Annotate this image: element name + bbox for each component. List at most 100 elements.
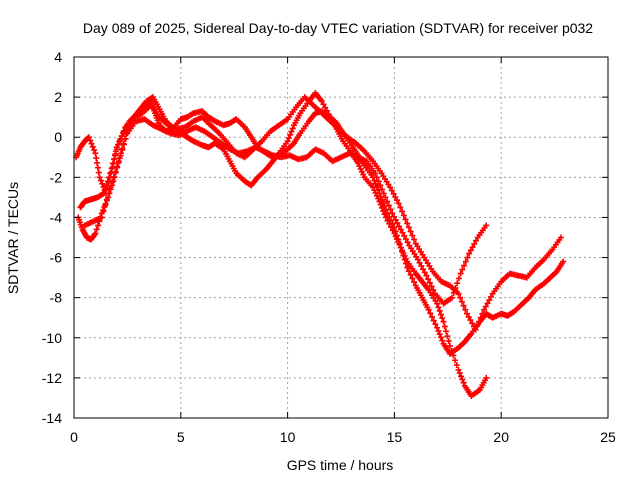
data-point: [92, 150, 99, 157]
data-point: [459, 266, 466, 273]
data-point: [114, 163, 121, 170]
data-point: [441, 323, 448, 330]
data-point: [381, 211, 388, 218]
y-tick-label: -10: [42, 330, 62, 346]
data-point: [287, 131, 294, 138]
data-point: [457, 270, 464, 277]
data-point: [421, 269, 428, 276]
data-point: [112, 151, 119, 158]
y-tick-label: -4: [50, 209, 63, 225]
data-point: [120, 141, 127, 148]
y-tick-label: -8: [50, 290, 63, 306]
data-point: [92, 230, 99, 237]
data-point: [115, 141, 122, 148]
data-point: [430, 287, 437, 294]
data-point: [389, 227, 396, 234]
data-point: [469, 320, 476, 327]
data-point: [448, 347, 455, 354]
data-point: [428, 313, 435, 320]
data-point: [462, 258, 469, 265]
y-tick-label: 4: [54, 49, 62, 65]
data-point: [390, 213, 397, 220]
data-point: [399, 229, 406, 236]
data-point: [428, 283, 435, 290]
data-point: [109, 179, 116, 186]
y-tick-label: -2: [50, 169, 63, 185]
data-point: [407, 271, 414, 278]
x-tick-label: 25: [600, 429, 616, 445]
data-points: [73, 90, 567, 399]
data-point: [425, 276, 432, 283]
data-point: [382, 194, 389, 201]
data-point: [377, 182, 384, 189]
data-point: [110, 173, 117, 180]
x-tick-label: 0: [70, 429, 78, 445]
plot-frame: [73, 56, 609, 419]
data-point: [411, 236, 418, 243]
data-point: [384, 198, 391, 205]
data-point: [426, 279, 433, 286]
data-point: [404, 239, 411, 246]
data-point: [377, 201, 384, 208]
data-point: [472, 237, 479, 244]
data-point: [380, 208, 387, 215]
data-point: [122, 135, 129, 142]
data-point: [397, 226, 404, 233]
y-tick-label: -14: [42, 410, 62, 426]
data-point: [402, 236, 409, 243]
data-point: [387, 224, 394, 231]
data-point: [450, 352, 457, 359]
data-point: [400, 212, 407, 219]
data-point: [452, 285, 459, 292]
data-point: [392, 193, 399, 200]
data-point: [436, 307, 443, 314]
data-point: [380, 190, 387, 197]
data-point: [105, 190, 112, 197]
data-point: [320, 101, 327, 108]
data-point: [443, 328, 450, 335]
data-point: [117, 152, 124, 159]
data-point: [402, 216, 409, 223]
data-point: [99, 180, 106, 187]
data-point: [479, 310, 486, 317]
data-point: [432, 321, 439, 328]
data-point: [322, 104, 329, 111]
data-point: [409, 275, 416, 282]
data-point: [440, 318, 447, 325]
data-point: [107, 170, 114, 177]
data-point: [387, 184, 394, 191]
data-point: [427, 310, 434, 317]
x-tick-label: 15: [387, 429, 403, 445]
data-point: [558, 234, 565, 241]
data-point: [93, 155, 100, 162]
data-point: [456, 370, 463, 377]
data-point: [416, 259, 423, 266]
data-point: [483, 374, 490, 381]
data-point: [482, 303, 489, 310]
data-point: [388, 187, 395, 194]
y-axis-label: SDTVAR / TECUs: [5, 182, 21, 294]
data-point: [104, 178, 111, 185]
data-point: [464, 254, 471, 261]
data-point: [439, 337, 446, 344]
data-point: [318, 98, 325, 105]
data-point: [487, 293, 494, 300]
data-point: [459, 376, 466, 383]
data-point: [465, 313, 472, 320]
data-point: [96, 174, 103, 181]
data-point: [397, 204, 404, 211]
data-point: [113, 146, 120, 153]
data-point: [389, 210, 396, 217]
data-point: [453, 362, 460, 369]
data-point: [289, 125, 296, 132]
data-point: [372, 170, 379, 177]
x-axis-label: GPS time / hours: [287, 457, 394, 473]
data-point: [405, 268, 412, 275]
data-point: [117, 137, 124, 144]
data-point: [103, 182, 110, 189]
data-point: [284, 138, 291, 145]
data-point: [384, 217, 391, 224]
data-point: [560, 258, 567, 265]
data-point: [455, 290, 462, 297]
